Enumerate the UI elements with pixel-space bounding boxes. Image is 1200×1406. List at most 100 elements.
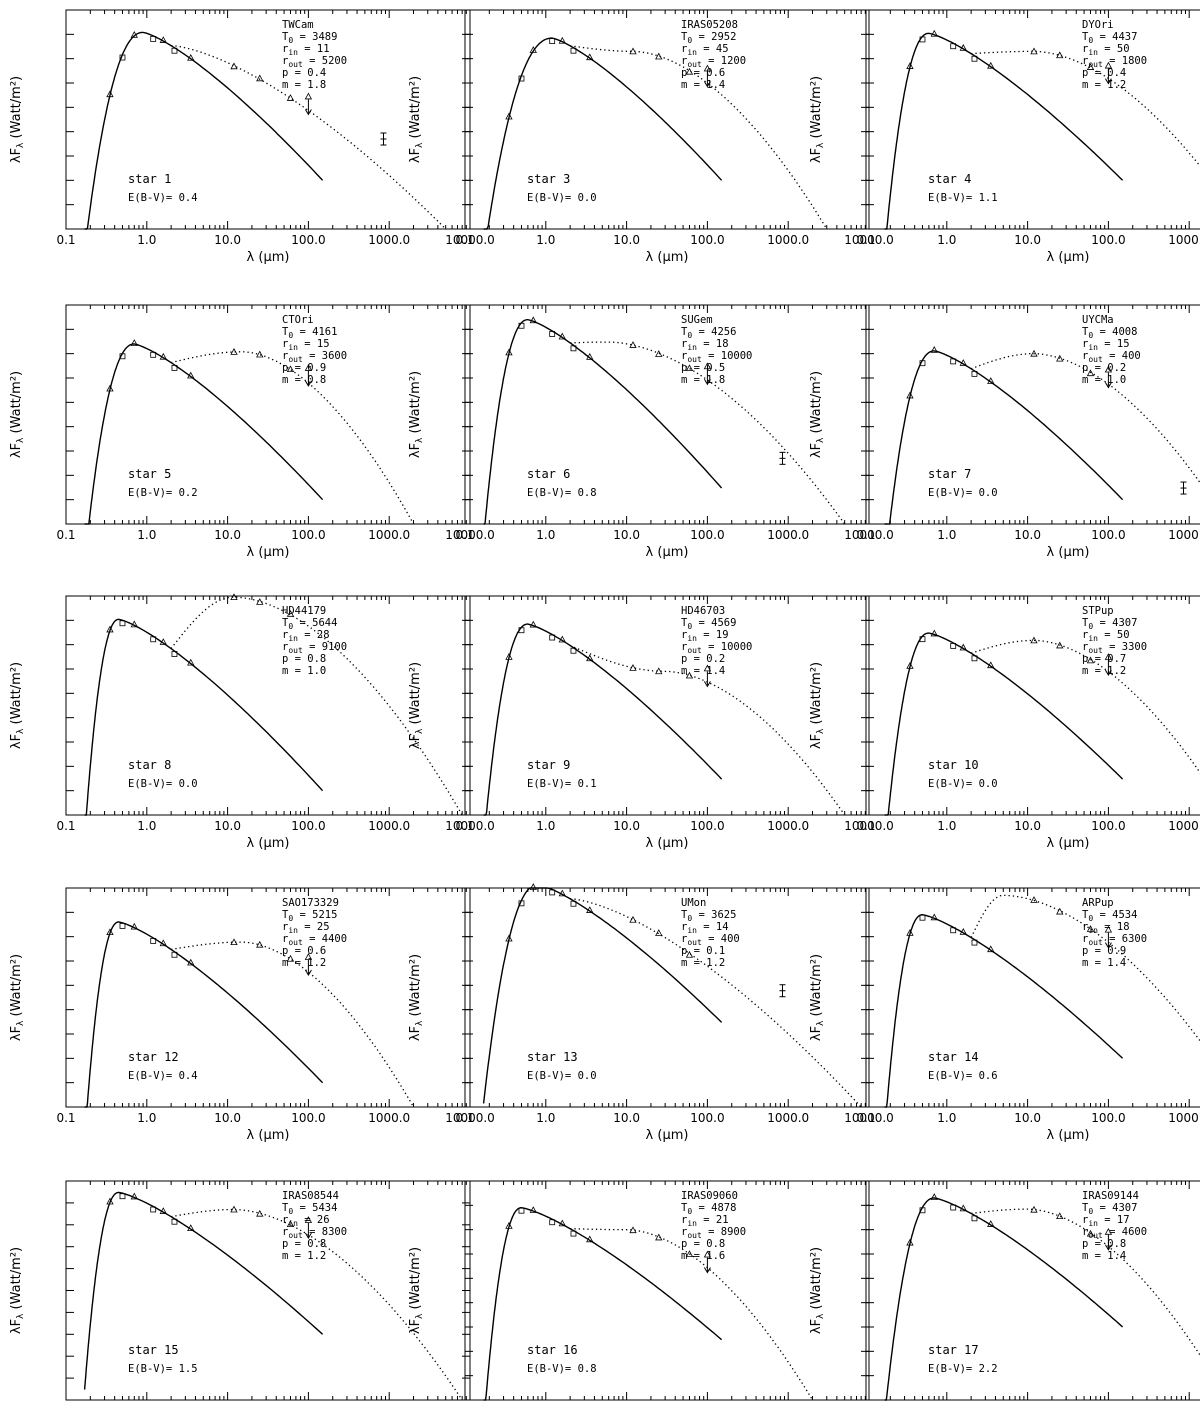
- object-name: IRAS08544: [282, 1190, 339, 1202]
- upper-limit-triangle: [1104, 1227, 1113, 1235]
- y-axis-title: λFλ (Watt/m²): [408, 1247, 425, 1334]
- x-tick-label: 1000.0: [767, 528, 809, 542]
- upper-limit-arrow-head: [1104, 1244, 1112, 1251]
- photometry-triangle-marker: [906, 62, 914, 69]
- y-tick-label: 10⁻¹⁰: [829, 0, 860, 3]
- photometry-square-marker: [919, 360, 926, 367]
- text-part: r: [1082, 1226, 1088, 1238]
- text-part: 0: [288, 1207, 293, 1216]
- model-parameter: T0 = 3489: [282, 31, 337, 45]
- y-axis-symbol: λF: [809, 1026, 824, 1041]
- reddening-label: E(B-V)= 0.8: [527, 1363, 597, 1375]
- model-parameter: T0 = 4534: [1082, 909, 1137, 923]
- y-tick-label: 10⁻¹⁴: [428, 0, 459, 3]
- text-part: = 26: [298, 1214, 330, 1226]
- x-axis-title: λ (μm): [646, 836, 689, 851]
- photometry-square-marker: [570, 647, 577, 654]
- star-label: star 17: [928, 1343, 979, 1357]
- text-part: r: [282, 55, 288, 67]
- star-label: star 1: [128, 172, 171, 186]
- photometry-triangle-marker: [529, 620, 537, 628]
- text-part: T: [1082, 31, 1089, 43]
- photometry-square-marker: [549, 38, 556, 45]
- y-axis-title: λFλ (Watt/m²): [9, 954, 26, 1041]
- y-tick-label: 10⁻¹⁶: [428, 0, 459, 3]
- photometry-square-marker: [119, 1193, 126, 1200]
- photosphere-curve: [884, 632, 1124, 816]
- plot-frame: [65, 887, 471, 1108]
- text-part: = 400: [702, 933, 740, 945]
- y-axis-subscript: λ: [816, 142, 826, 148]
- model-parameter: p = 0.8: [282, 653, 326, 665]
- upper-limit-arrow-head: [703, 378, 711, 386]
- model-parameter: rout = 4400: [282, 933, 347, 947]
- text-part: in: [288, 343, 298, 352]
- model-parameter: m = 1.2: [1082, 665, 1126, 677]
- text-part: = 4256: [692, 326, 736, 338]
- sed-panel: 0.11.010.0100.01000.010000.010⁻¹⁰10⁻¹²10…: [9, 0, 495, 1143]
- text-part: r: [1082, 921, 1088, 933]
- y-tick-label: 10⁻¹²: [29, 0, 60, 3]
- upper-limit-arrow-head: [703, 681, 711, 688]
- x-tick-label: 1.0: [137, 528, 156, 542]
- x-tick-label: 1000.0: [368, 819, 410, 833]
- text-part: in: [1088, 1219, 1098, 1228]
- model-parameter: rout = 10000: [681, 350, 752, 364]
- model-parameter: rin = 15: [1082, 338, 1130, 352]
- x-axis-title: λ (μm): [1047, 836, 1090, 851]
- text-part: 0: [288, 331, 293, 340]
- y-axis-units: (Watt/m²): [408, 76, 423, 143]
- photometry-triangle-marker: [558, 635, 566, 643]
- text-part: = 11: [298, 43, 330, 55]
- x-tick-label: 1.0: [536, 1111, 555, 1125]
- x-tick-label: 1.0: [137, 819, 156, 833]
- plot-frame: [65, 9, 471, 230]
- y-axis-subscript: λ: [415, 728, 425, 734]
- y-axis-title: λFλ (Watt/m²): [9, 371, 26, 458]
- model-parameter: p = 0.9: [282, 362, 326, 374]
- reddening-label: E(B-V)= 0.0: [928, 487, 998, 499]
- x-tick-label: 100.0: [690, 819, 724, 833]
- photometry-triangle-marker: [187, 658, 195, 666]
- iras-triangle-marker: [1030, 47, 1038, 55]
- y-tick-label: 10⁻¹⁰: [829, 0, 860, 3]
- upper-limit-arrow-head: [304, 380, 312, 387]
- photometry-square-marker: [950, 358, 957, 365]
- reddening-label: E(B-V)= 0.6: [928, 1070, 998, 1082]
- text-part: = 18: [697, 338, 729, 350]
- photometry-triangle-marker: [906, 929, 914, 936]
- x-tick-label: 10.0: [1014, 528, 1041, 542]
- y-axis-subscript: λ: [415, 142, 425, 148]
- text-part: = 50: [1098, 629, 1130, 641]
- y-tick-label: 10⁻¹⁴: [428, 0, 459, 3]
- iras-triangle-marker: [286, 954, 295, 962]
- star-label: star 3: [527, 172, 570, 186]
- upper-limit-arrow-head: [1104, 669, 1112, 676]
- text-part: = 9100: [303, 641, 347, 653]
- y-axis-units: (Watt/m²): [809, 662, 824, 729]
- object-name: IRAS05208: [681, 19, 738, 31]
- photosphere-curve: [84, 343, 324, 525]
- text-part: = 25: [298, 921, 330, 933]
- reddening-label: E(B-V)= 0.0: [527, 1070, 597, 1082]
- reddening-label: E(B-V)= 0.4: [128, 1070, 198, 1082]
- y-tick-label: 10⁻¹⁶: [428, 0, 459, 3]
- photosphere-curve: [84, 921, 324, 1108]
- y-axis-units: (Watt/m²): [408, 662, 423, 729]
- x-tick-label: 0.1: [455, 1404, 474, 1406]
- object-name: SAO173329: [282, 897, 339, 909]
- photometry-square-marker: [171, 47, 178, 54]
- x-tick-label: 100.0: [291, 1404, 325, 1406]
- y-tick-label: 10⁻¹⁶: [829, 0, 860, 3]
- photosphere-curve: [884, 914, 1124, 1108]
- text-part: T: [681, 1202, 688, 1214]
- model-parameter: T0 = 4008: [1082, 326, 1137, 340]
- y-tick-label: 10⁻¹⁶: [428, 0, 459, 3]
- y-tick-label: 10⁻¹⁶: [29, 0, 60, 3]
- reddening-label: E(B-V)= 0.8: [527, 487, 597, 499]
- x-tick-label: 100.0: [1091, 819, 1125, 833]
- photometry-triangle-marker: [586, 53, 594, 61]
- photometry-triangle-marker: [987, 945, 995, 953]
- text-part: out: [1088, 60, 1103, 69]
- model-parameter: T0 = 5434: [282, 1202, 337, 1216]
